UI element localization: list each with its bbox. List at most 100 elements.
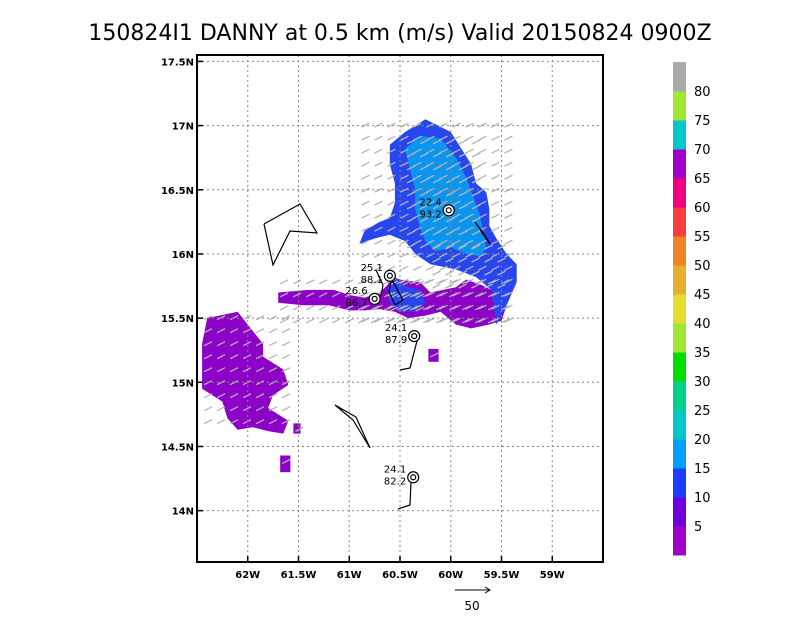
wind-vector: [409, 305, 419, 311]
wind-vector: [400, 304, 409, 310]
observation-center: [410, 474, 417, 481]
wind-vector: [374, 252, 383, 258]
wind-vector: [409, 318, 419, 324]
wind-vector: [216, 367, 226, 373]
wind-vector: [426, 278, 435, 284]
wind-vector: [402, 280, 412, 286]
wind-vector: [255, 328, 265, 334]
wind-vector: [406, 191, 416, 197]
observation-label-bottom: 82.2: [384, 476, 406, 487]
wind-vector: [445, 139, 455, 145]
wind-vector: [383, 305, 393, 311]
wind-vector: [305, 318, 315, 324]
wind-vector: [203, 419, 213, 425]
wind-region-7: [293, 423, 301, 434]
colorbar-swatch: [673, 468, 686, 498]
wind-vector: [331, 279, 341, 285]
wind-vector: [491, 265, 500, 271]
observation-label-top: 25.1: [361, 263, 383, 274]
wind-vector: [281, 354, 291, 360]
wind-vector: [361, 317, 370, 323]
wind-vector: [452, 304, 461, 310]
wind-vector: [281, 328, 291, 334]
wind-vector: [406, 217, 416, 223]
wind-vector: [465, 317, 474, 323]
wind-vector: [361, 265, 370, 271]
observation-ring: [407, 471, 420, 484]
wind-vector: [500, 318, 510, 324]
track-segment: [399, 340, 418, 371]
colorbar-swatch: [673, 497, 686, 527]
wind-vector: [500, 292, 510, 298]
wind-vector: [387, 252, 396, 258]
wind-vector: [357, 305, 367, 311]
chart-title: 150824I1 DANNY at 0.5 km (m/s) Valid 201…: [88, 21, 711, 46]
wind-vector: [471, 257, 480, 263]
wind-vector: [255, 419, 265, 425]
wind-vector: [432, 230, 442, 236]
wind-vector: [478, 317, 487, 323]
wind-vector: [432, 139, 442, 145]
wind-vector: [487, 318, 497, 324]
wind-vector: [432, 191, 442, 197]
wind-vector: [255, 354, 265, 360]
wind-vector: [374, 265, 383, 271]
colorbar: 5 10 15 20 25 30 35 40 45 50 55 60 65 70 75 80: [673, 62, 711, 556]
wind-vectors: [203, 122, 513, 465]
observation-label-top: 22.4: [419, 197, 441, 208]
wind-vector: [445, 165, 455, 171]
wind-vector: [361, 148, 370, 154]
y-axis: 14N 14.5N 15N 15.5N 16N 16.5N 17N 17.5N: [161, 57, 203, 518]
wind-vector: [281, 419, 291, 425]
wind-vector: [242, 341, 252, 347]
wind-vector: [452, 122, 461, 128]
wind-vector: [370, 305, 380, 311]
y-tick-label: 15N: [172, 378, 194, 389]
wind-vector: [491, 122, 500, 128]
wind-vector: [406, 204, 416, 210]
y-tick-label: 14.5N: [161, 442, 194, 453]
wind-vector: [465, 278, 474, 284]
observation-label-bottom: 88.1: [361, 275, 383, 286]
wind-vector: [255, 393, 265, 399]
wind-vector: [491, 200, 500, 206]
wind-vector: [400, 161, 409, 167]
wind-vector: [279, 305, 289, 311]
wind-vector: [458, 244, 467, 250]
y-tick-label: 15.5N: [161, 314, 194, 325]
wind-vector: [484, 283, 493, 289]
wind-vector: [432, 178, 442, 184]
wind-vector: [281, 315, 291, 321]
wind-vector: [471, 243, 481, 249]
wind-vector: [387, 213, 396, 219]
scale-arrowhead: [484, 586, 491, 594]
wind-vector: [255, 341, 265, 347]
wind-vector: [445, 243, 455, 249]
wind-vector: [491, 161, 500, 167]
wind-vector: [413, 252, 422, 258]
wind-vector: [458, 283, 467, 289]
wind-vector: [419, 139, 429, 145]
colorbar-swatch: [673, 323, 686, 353]
observation-label-bottom: 87.9: [385, 335, 407, 346]
wind-vector: [400, 200, 409, 206]
wind-vector: [374, 226, 383, 232]
wind-vector: [452, 317, 461, 323]
colorbar-swatch: [673, 410, 686, 440]
wind-vector: [445, 230, 455, 236]
wind-vector: [491, 226, 500, 232]
wind-vector: [374, 174, 383, 180]
wind-vector: [419, 178, 429, 184]
wind-vector: [432, 283, 441, 289]
wind-vector: [279, 292, 289, 298]
wind-vector: [357, 292, 367, 298]
wind-vector: [439, 265, 448, 271]
wind-vector: [435, 292, 445, 298]
wind-vector: [484, 270, 493, 276]
wind-vector: [435, 318, 445, 324]
wind-vector: [426, 304, 435, 310]
x-tick-label: 59.5W: [484, 570, 520, 581]
observation-label-top: 24.1: [385, 323, 407, 334]
wind-vector: [461, 279, 471, 285]
wind-vector: [331, 292, 341, 298]
